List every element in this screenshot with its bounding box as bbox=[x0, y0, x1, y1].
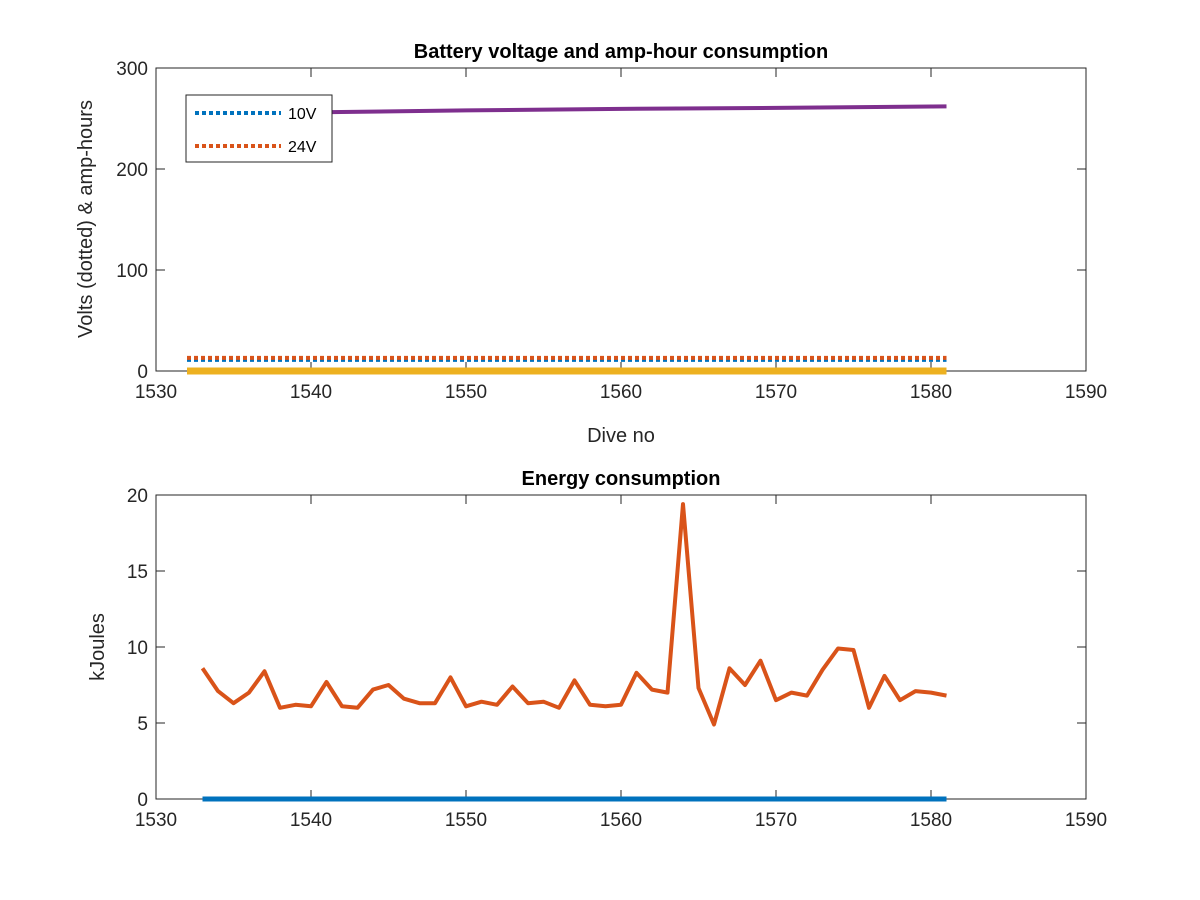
legend: 10V 24V bbox=[185, 94, 333, 163]
top-x-tick-label: 1570 bbox=[755, 382, 797, 403]
bottom-y-tick-label: 15 bbox=[127, 562, 148, 583]
bottom-series bbox=[200, 502, 947, 802]
bottom-x-tick-label: 1570 bbox=[755, 810, 797, 831]
top-y-axis-label: Volts (dotted) & amp-hours bbox=[75, 100, 97, 338]
top-y-tick-label: 200 bbox=[116, 160, 148, 181]
bottom-ticks: 1530 1540 1550 1560 1570 1580 1590 0 5 10 15 20 bbox=[127, 486, 1107, 831]
top-x-tick-label: 1560 bbox=[600, 382, 642, 403]
bottom-x-tick-label: 1540 bbox=[290, 810, 332, 831]
top-y-tick-label: 300 bbox=[116, 59, 148, 80]
bottom-y-tick-label: 0 bbox=[137, 790, 148, 811]
bottom-y-tick-label: 10 bbox=[127, 638, 148, 659]
bottom-chart-title: Energy consumption bbox=[522, 468, 721, 490]
bottom-x-tick-label: 1590 bbox=[1065, 810, 1107, 831]
bottom-x-tick-label: 1530 bbox=[135, 810, 177, 831]
bottom-y-tick-label: 5 bbox=[137, 714, 148, 735]
top-y-tick-label: 0 bbox=[137, 362, 148, 383]
legend-box bbox=[185, 94, 333, 163]
top-x-tick-label: 1540 bbox=[290, 382, 332, 403]
bottom-y-tick-label: 20 bbox=[127, 486, 148, 507]
battery-subplot: 1530 1540 1550 1560 1570 1580 1590 0 100 200 300 B… bbox=[75, 41, 1107, 447]
legend-label-10v: 10V bbox=[288, 106, 317, 123]
energy-subplot: 1530 1540 1550 1560 1570 1580 1590 0 5 10 15 20 Ene… bbox=[87, 468, 1107, 831]
top-x-tick-label: 1590 bbox=[1065, 382, 1107, 403]
top-x-axis-label: Dive no bbox=[587, 425, 655, 447]
bottom-y-axis-label: kJoules bbox=[87, 613, 109, 681]
top-x-tick-label: 1550 bbox=[445, 382, 487, 403]
top-x-tick-label: 1580 bbox=[910, 382, 952, 403]
top-chart-title: Battery voltage and amp-hour consumption bbox=[414, 41, 828, 63]
bottom-x-tick-label: 1550 bbox=[445, 810, 487, 831]
top-y-tick-label: 100 bbox=[116, 261, 148, 282]
legend-label-24v: 24V bbox=[288, 139, 317, 156]
bottom-x-tick-label: 1560 bbox=[600, 810, 642, 831]
top-x-tick-label: 1530 bbox=[135, 382, 177, 403]
bottom-series-line-1 bbox=[200, 502, 947, 727]
bottom-x-tick-label: 1580 bbox=[910, 810, 952, 831]
bottom-axes-frame bbox=[155, 494, 1087, 800]
